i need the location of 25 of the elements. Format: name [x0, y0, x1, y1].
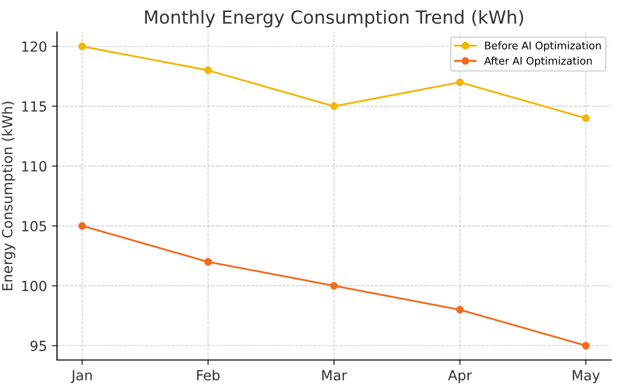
y-tick-label: 110: [22, 161, 46, 172]
point: [204, 258, 212, 266]
legend-label: After AI Optimization: [484, 56, 592, 67]
y-tick-label: 115: [22, 101, 46, 112]
legend-label: Before AI Optimization: [485, 41, 601, 52]
x-tick-label: Apr: [448, 370, 472, 384]
x-tick-label: May: [572, 370, 600, 384]
point: [204, 66, 212, 74]
point: [78, 222, 86, 230]
chart-title: Monthly Energy Consumption Trend (kWh): [145, 10, 524, 28]
y-axis-title: Energy Consumption (kWh): [2, 102, 16, 290]
point: [456, 306, 464, 314]
x-tick-label: Feb: [197, 370, 220, 380]
x-tick-label: Mar: [322, 370, 348, 380]
point: [78, 42, 86, 50]
point: [330, 102, 338, 110]
point: [456, 78, 464, 86]
point: [582, 342, 590, 350]
y-tick-label: 95: [30, 340, 46, 352]
y-tick-label: 105: [22, 220, 46, 232]
y-tick-label: 100: [22, 280, 46, 292]
x-tick-label: Jan: [70, 370, 92, 384]
y-tick-label: 120: [22, 41, 46, 52]
point: [582, 114, 590, 122]
point: [330, 282, 338, 290]
